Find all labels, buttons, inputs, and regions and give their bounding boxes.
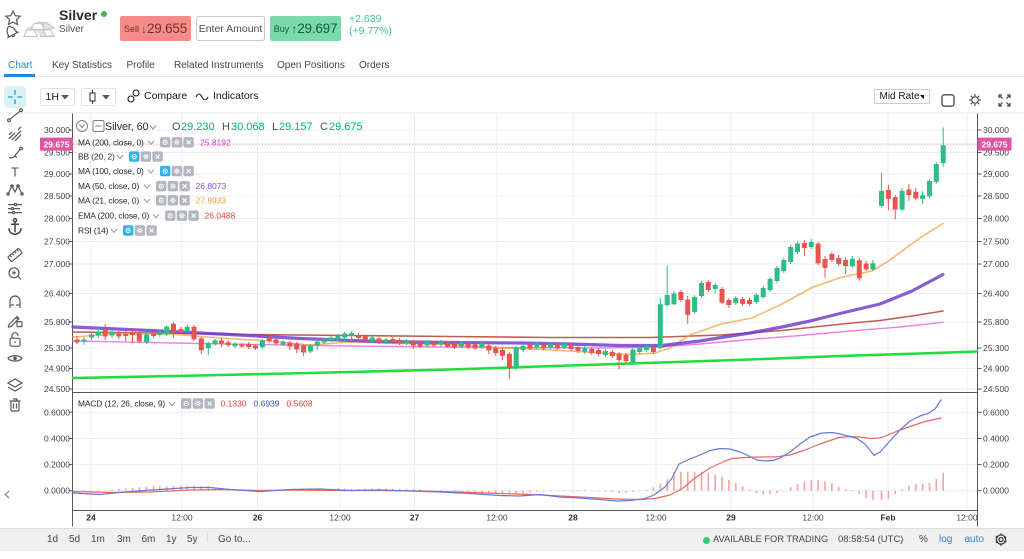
svg-text:29.000: 29.000 [983,169,1009,179]
svg-text:0.6000: 0.6000 [983,407,1009,417]
svg-text:27.8933: 27.8933 [196,195,227,205]
svg-text:0.4000: 0.4000 [983,434,1009,444]
svg-text:30.000: 30.000 [44,125,70,135]
svg-text:12:00: 12:00 [645,513,667,523]
svg-text:0.1330: 0.1330 [221,399,247,409]
svg-text:0.6000: 0.6000 [44,407,70,417]
svg-text:T: T [11,164,19,179]
svg-text:MA (100, close, 0): MA (100, close, 0) [78,166,144,176]
svg-text:26: 26 [253,513,263,523]
svg-text:0.0000: 0.0000 [44,486,70,496]
svg-text:12:00: 12:00 [956,513,978,523]
svg-text:29.675: 29.675 [44,140,70,150]
svg-text:28: 28 [568,513,578,523]
svg-text:24.500: 24.500 [44,384,70,394]
svg-text:0.2000: 0.2000 [983,460,1009,470]
svg-text:0.4000: 0.4000 [44,434,70,444]
svg-text:28.500: 28.500 [983,191,1009,201]
svg-text:26.400: 26.400 [983,289,1009,299]
svg-text:26.0488: 26.0488 [205,211,236,221]
svg-text:26.8073: 26.8073 [196,181,227,191]
svg-text:0.6939: 0.6939 [254,399,280,409]
svg-text:29.500: 29.500 [983,148,1009,158]
svg-text:28.500: 28.500 [44,191,70,201]
svg-text:30.068: 30.068 [231,121,265,133]
svg-text:27.500: 27.500 [983,237,1009,247]
svg-text:RSI (14): RSI (14) [78,226,109,236]
svg-text:12:00: 12:00 [486,513,508,523]
svg-text:27.500: 27.500 [44,237,70,247]
svg-text:28.000: 28.000 [44,214,70,224]
svg-text:MA (50, close, 0): MA (50, close, 0) [78,181,139,191]
svg-text:30.000: 30.000 [983,125,1009,135]
svg-text:29.000: 29.000 [44,169,70,179]
svg-text:25.300: 25.300 [44,343,70,353]
svg-text:MA (200, close, 0): MA (200, close, 0) [78,137,144,147]
svg-text:0.0000: 0.0000 [983,486,1009,496]
svg-text:Silver, 60: Silver, 60 [105,121,149,133]
svg-text:MA (21, close, 0): MA (21, close, 0) [78,195,139,205]
svg-text:L: L [272,121,278,133]
svg-text:EMA (200, close, 0): EMA (200, close, 0) [78,211,149,221]
svg-text:0.2000: 0.2000 [44,460,70,470]
svg-text:12:00: 12:00 [171,513,193,523]
svg-text:BB (20, 2): BB (20, 2) [78,152,115,162]
svg-text:27.000: 27.000 [44,259,70,269]
svg-text:26.400: 26.400 [44,289,70,299]
svg-text:24.500: 24.500 [983,384,1009,394]
svg-text:MACD (12, 26, close, 9): MACD (12, 26, close, 9) [78,399,165,409]
svg-text:12:00: 12:00 [802,513,824,523]
svg-text:25.800: 25.800 [44,317,70,327]
svg-text:29.675: 29.675 [982,140,1008,150]
svg-text:O: O [172,121,181,133]
svg-text:12:00: 12:00 [329,513,351,523]
svg-text:24: 24 [86,513,96,523]
svg-text:27: 27 [410,513,420,523]
svg-text:Feb: Feb [880,513,895,523]
svg-text:28.000: 28.000 [983,214,1009,224]
svg-text:H: H [222,121,230,133]
svg-text:25.8192: 25.8192 [200,137,231,147]
svg-text:29.157: 29.157 [279,121,313,133]
svg-text:27.000: 27.000 [983,259,1009,269]
svg-text:24.900: 24.900 [44,364,70,374]
svg-text:29.230: 29.230 [181,121,215,133]
svg-text:0.5608: 0.5608 [287,399,313,409]
svg-text:25.800: 25.800 [983,317,1009,327]
svg-text:29: 29 [726,513,736,523]
svg-text:C: C [320,121,328,133]
svg-text:29.500: 29.500 [44,148,70,158]
svg-text:24.900: 24.900 [983,364,1009,374]
svg-text:29.675: 29.675 [329,121,363,133]
svg-text:25.300: 25.300 [983,343,1009,353]
